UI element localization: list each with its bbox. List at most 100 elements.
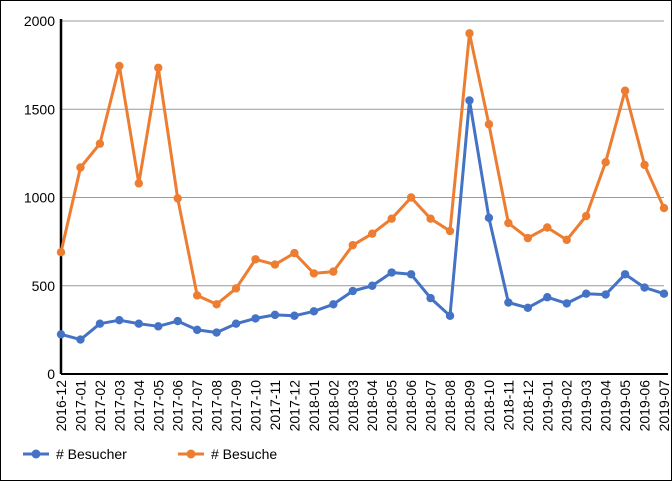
data-point: [523, 233, 533, 243]
x-tick-label: 2019-02: [559, 380, 575, 432]
x-tick-label: 2017-10: [248, 380, 264, 432]
legend-label: # Besucher: [56, 446, 127, 462]
data-point: [115, 61, 124, 71]
x-tick-label: 2019-05: [617, 380, 633, 432]
data-point: [426, 293, 435, 303]
data-point: [348, 240, 357, 250]
legend: # Besucher # Besuche: [23, 446, 277, 462]
x-tick-label: 2018-07: [423, 380, 439, 432]
data-point: [387, 214, 396, 223]
x-tick-label: 2018-01: [306, 380, 322, 432]
data-point: [329, 267, 338, 276]
series-line: [60, 98, 665, 342]
x-tick-label: 2017-03: [111, 380, 127, 432]
data-point: [426, 214, 435, 223]
y-tick-label: 500: [32, 278, 56, 294]
data-point: [387, 268, 396, 277]
data-point: [368, 229, 377, 238]
data-point: [659, 289, 669, 298]
data-point: [251, 255, 260, 264]
x-tick-label: 2018-02: [325, 380, 341, 432]
legend-label: # Besuche: [211, 446, 277, 462]
data-point: [581, 289, 591, 298]
legend-swatch-marker: [186, 449, 196, 459]
x-tick-label: 2018-04: [364, 380, 380, 432]
data-point: [523, 303, 533, 313]
data-point: [212, 300, 221, 309]
x-tick-label: 2017-06: [170, 380, 186, 432]
data-point: [115, 315, 124, 325]
data-point: [445, 226, 455, 236]
data-point: [406, 193, 416, 202]
data-point: [56, 330, 66, 339]
data-point: [543, 223, 552, 232]
x-tick-label: 2019-03: [578, 380, 594, 432]
x-tick-label: 2017-04: [131, 380, 147, 432]
x-tick-label: 2017-07: [189, 380, 205, 432]
data-point: [465, 29, 474, 38]
x-tick-label: 2018-10: [481, 380, 497, 432]
x-tick-label: 2016-12: [53, 380, 69, 432]
data-point: [76, 163, 85, 172]
x-tick-label: 2019-04: [598, 380, 614, 432]
x-tick-label: 2018-09: [461, 380, 477, 432]
data-point: [76, 335, 85, 344]
x-tick-label: 2018-03: [345, 380, 361, 432]
series-line: [59, 31, 666, 306]
series-2: [56, 29, 669, 309]
data-point: [562, 299, 571, 308]
y-tick-label: 2000: [24, 13, 55, 29]
data-point: [504, 218, 513, 228]
data-point: [212, 328, 221, 337]
y-tick-label: 1500: [24, 101, 55, 117]
data-point: [659, 203, 669, 213]
x-tick-label: 2018-11: [500, 380, 516, 431]
data-point: [543, 293, 552, 302]
data-point: [368, 281, 377, 290]
data-point: [465, 96, 474, 105]
data-point: [134, 319, 144, 328]
data-point: [484, 213, 494, 222]
data-point: [270, 260, 280, 269]
data-point: [251, 314, 260, 323]
legend-item: # Besuche: [178, 446, 277, 462]
data-point: [290, 311, 299, 320]
data-point: [504, 298, 513, 307]
data-point: [620, 270, 630, 279]
x-tick-label: 2017-12: [286, 380, 302, 432]
x-tick-label: 2017-01: [72, 380, 88, 432]
x-tick-label: 2019-01: [539, 380, 555, 432]
x-tick-label: 2019-07: [656, 380, 671, 432]
data-point: [406, 270, 416, 279]
x-tick-label: 2017-05: [150, 380, 166, 432]
data-point: [601, 158, 610, 167]
y-tick-label: 0: [47, 366, 55, 382]
data-point: [484, 120, 494, 129]
data-point: [173, 194, 182, 203]
y-tick-label: 1000: [24, 190, 55, 206]
x-tick-label: 2017-02: [92, 380, 108, 432]
data-point: [601, 290, 610, 299]
data-point: [231, 319, 241, 328]
x-tick-label: 2019-06: [637, 380, 653, 432]
gridlines: [61, 20, 664, 287]
data-point: [290, 248, 299, 258]
series-layer: [56, 29, 669, 344]
x-tick-label: 2017-08: [209, 380, 225, 432]
data-point: [329, 300, 338, 309]
data-point: [562, 235, 571, 245]
x-tick-label: 2018-05: [384, 380, 400, 432]
data-point: [154, 63, 163, 72]
data-point: [640, 283, 649, 292]
series-1: [56, 96, 669, 344]
data-point: [173, 316, 182, 326]
data-point: [620, 86, 630, 95]
data-point: [348, 286, 357, 296]
x-tick-label: 2017-09: [228, 380, 244, 432]
data-point: [192, 291, 202, 300]
data-point: [270, 310, 280, 320]
data-point: [581, 211, 591, 221]
x-tick-label: 2018-06: [403, 380, 419, 432]
